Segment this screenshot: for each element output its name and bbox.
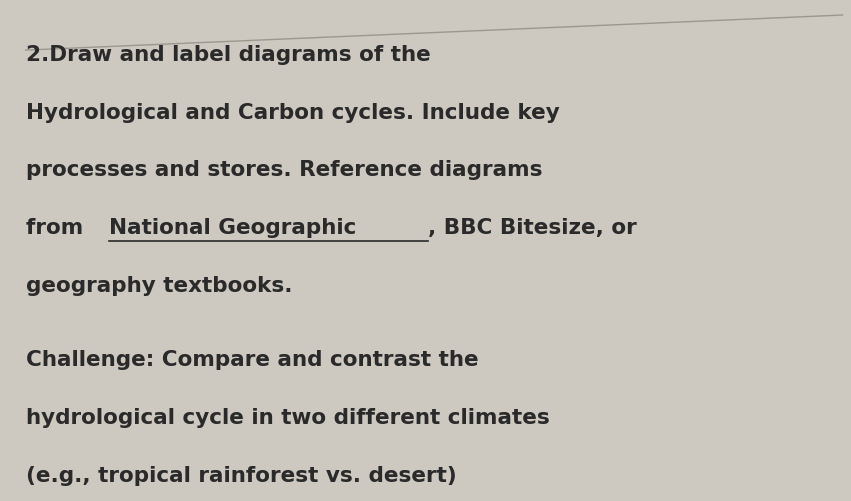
Text: National Geographic: National Geographic <box>109 218 357 238</box>
Text: hydrological cycle in two different climates: hydrological cycle in two different clim… <box>26 408 549 428</box>
Text: (e.g., tropical rainforest vs. desert): (e.g., tropical rainforest vs. desert) <box>26 466 456 485</box>
Text: Challenge: Compare and contrast the: Challenge: Compare and contrast the <box>26 351 478 370</box>
Text: Hydrological and Carbon cycles. Include key: Hydrological and Carbon cycles. Include … <box>26 103 559 123</box>
Text: processes and stores. Reference diagrams: processes and stores. Reference diagrams <box>26 160 542 180</box>
Text: geography textbooks.: geography textbooks. <box>26 276 292 296</box>
Text: , BBC Bitesize, or: , BBC Bitesize, or <box>428 218 637 238</box>
Text: 2.Draw and label diagrams of the: 2.Draw and label diagrams of the <box>26 45 431 65</box>
Text: from: from <box>26 218 90 238</box>
